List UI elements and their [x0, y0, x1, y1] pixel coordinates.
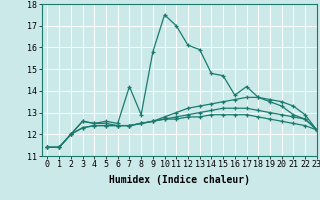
X-axis label: Humidex (Indice chaleur): Humidex (Indice chaleur) — [109, 175, 250, 185]
